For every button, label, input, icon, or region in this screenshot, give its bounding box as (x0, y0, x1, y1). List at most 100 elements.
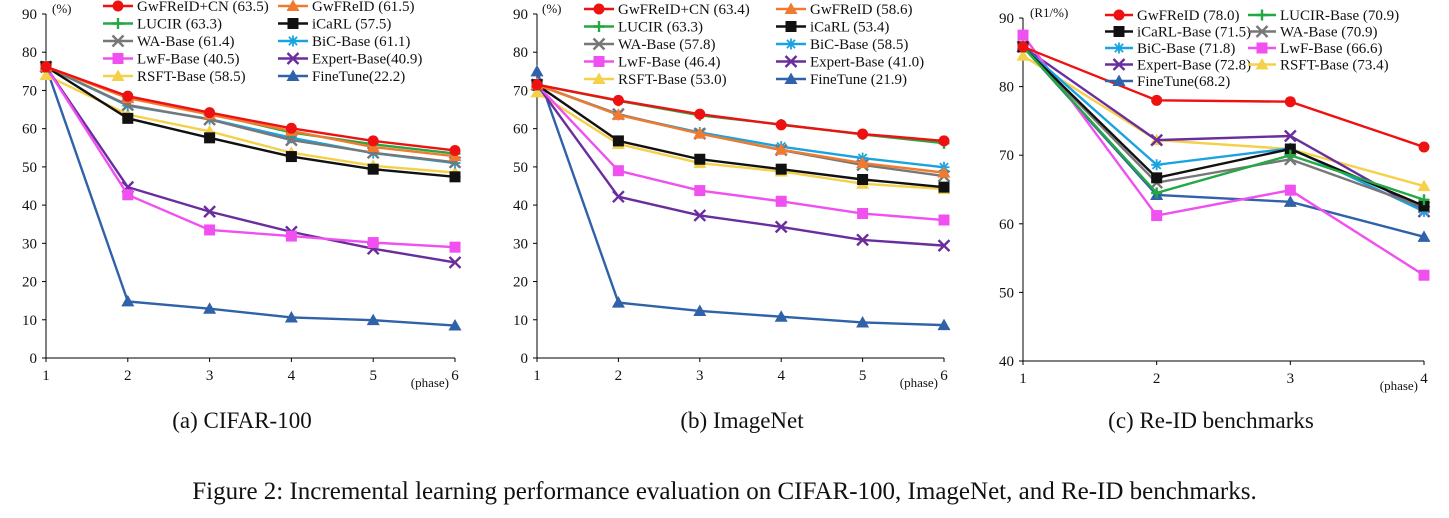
legend-marker (287, 35, 299, 47)
legend-item: iCaRL (53.4) (776, 20, 889, 36)
legend-label: LUCIR (63.3) (137, 17, 222, 33)
x-tick-label: 4 (777, 368, 785, 384)
legend-item: iCaRL-Base (71.5) (1105, 25, 1251, 41)
subcaption: (a) CIFAR-100 (172, 408, 311, 433)
figure-caption: Figure 2: Incremental learning performan… (192, 478, 1257, 505)
legend-item: WA-Base (70.9) (1248, 25, 1377, 41)
legend-marker (784, 55, 798, 68)
data-point (856, 156, 870, 169)
legend-marker (1256, 9, 1268, 21)
data-point (1284, 96, 1296, 108)
y-tick-label: 70 (513, 83, 528, 99)
legend-label: FineTune(22.2) (312, 69, 405, 85)
legend-label: iCaRL (53.4) (810, 20, 889, 36)
legend-item: GwFReID+CN (63.5) (103, 0, 269, 15)
legend-marker (1255, 25, 1269, 38)
data-point (857, 208, 869, 220)
legend-marker (1113, 42, 1125, 54)
data-point (857, 174, 869, 186)
y-tick-label: 60 (513, 122, 528, 138)
data-point (1017, 29, 1029, 41)
series-line (45, 65, 456, 158)
series-lwf-base (1017, 29, 1430, 281)
legend-item: WA-Base (57.8) (584, 37, 715, 53)
data-point (857, 128, 869, 140)
data-point (612, 94, 624, 106)
y-tick-label: 20 (513, 275, 528, 291)
x-tick-label: 3 (1287, 371, 1295, 387)
data-point (1418, 194, 1430, 206)
legend-item: FineTune (21.9) (776, 72, 907, 88)
data-point (1418, 269, 1430, 281)
legend-label: LwF-Base (66.6) (1280, 41, 1382, 57)
series-line (1022, 45, 1425, 209)
data-point (774, 310, 788, 322)
legend-marker (112, 0, 124, 12)
data-point (448, 256, 462, 269)
legend-marker (784, 2, 798, 14)
data-point (856, 315, 870, 328)
legend-label: iCaRL-Base (71.5) (1137, 25, 1251, 41)
legend-label: GwFReID (58.6) (810, 2, 913, 18)
legend-marker (785, 38, 797, 50)
legend-item: FineTune(68.2) (1105, 74, 1230, 90)
series-line (45, 66, 456, 264)
data-point (1418, 200, 1430, 212)
legend-item: LwF-Base (46.4) (584, 55, 720, 71)
y-tick-label: 90 (999, 11, 1014, 27)
y-axis-label: (%) (542, 1, 562, 16)
series-line (45, 65, 456, 179)
series-bic-base (531, 79, 950, 173)
data-point (122, 112, 134, 124)
legend-item: WA-Base (61.4) (103, 34, 234, 50)
data-point (285, 122, 297, 134)
y-tick-label: 60 (22, 122, 37, 138)
y-tick-label: 80 (513, 45, 528, 61)
legend-marker (1113, 9, 1125, 21)
legend-item: LUCIR (63.3) (103, 17, 222, 33)
y-tick-label: 30 (513, 236, 528, 252)
legend-label: FineTune (21.9) (810, 72, 907, 88)
legend-label: BiC-Base (61.1) (312, 34, 410, 50)
y-tick-label: 50 (999, 285, 1014, 301)
legend-label: BiC-Base (71.8) (1137, 41, 1235, 57)
y-tick-label: 40 (513, 198, 528, 214)
data-point (775, 195, 787, 207)
legend-label: RSFT-Base (73.4) (1280, 58, 1389, 74)
legend-item: GwFReID (78.0) (1105, 8, 1240, 24)
x-tick-label: 4 (288, 368, 296, 384)
y-tick-label: 0 (30, 351, 38, 367)
data-point (284, 310, 298, 323)
legend-item: RSFT-Base (53.0) (584, 72, 727, 88)
data-point (693, 127, 707, 139)
data-point (367, 237, 379, 249)
series-line (536, 84, 945, 247)
series-line (536, 83, 945, 143)
data-point (1417, 230, 1431, 242)
series-line (45, 65, 456, 152)
x-tick-label: 1 (1019, 371, 1027, 387)
series-gwfreid+cn (40, 61, 461, 156)
y-tick-label: 50 (513, 160, 528, 176)
legend-label: LwF-Base (46.4) (618, 55, 720, 71)
legend-marker (785, 21, 797, 32)
data-point (1283, 195, 1297, 207)
data-point (203, 302, 217, 314)
series-line (1022, 46, 1425, 201)
legend-item: GwFReID (58.6) (776, 2, 913, 18)
legend-label: RSFT-Base (53.0) (618, 72, 727, 88)
legend-marker (111, 34, 125, 48)
series-line (44, 66, 456, 327)
series-line (44, 66, 456, 249)
series-line (45, 65, 456, 164)
y-tick-label: 70 (22, 83, 37, 99)
legend-marker (287, 18, 299, 29)
y-tick-label: 10 (22, 313, 37, 329)
y-axis-label: (%) (52, 1, 72, 16)
legend-label: WA-Base (57.8) (618, 37, 715, 53)
legend: GwFReID+CN (63.4) GwFReID (58.6) LUCIR (63… (584, 2, 924, 88)
series-gwfreid+cn (531, 79, 950, 147)
data-point (938, 214, 950, 226)
x-axis-label: (phase) (411, 375, 449, 390)
data-point (285, 230, 297, 242)
